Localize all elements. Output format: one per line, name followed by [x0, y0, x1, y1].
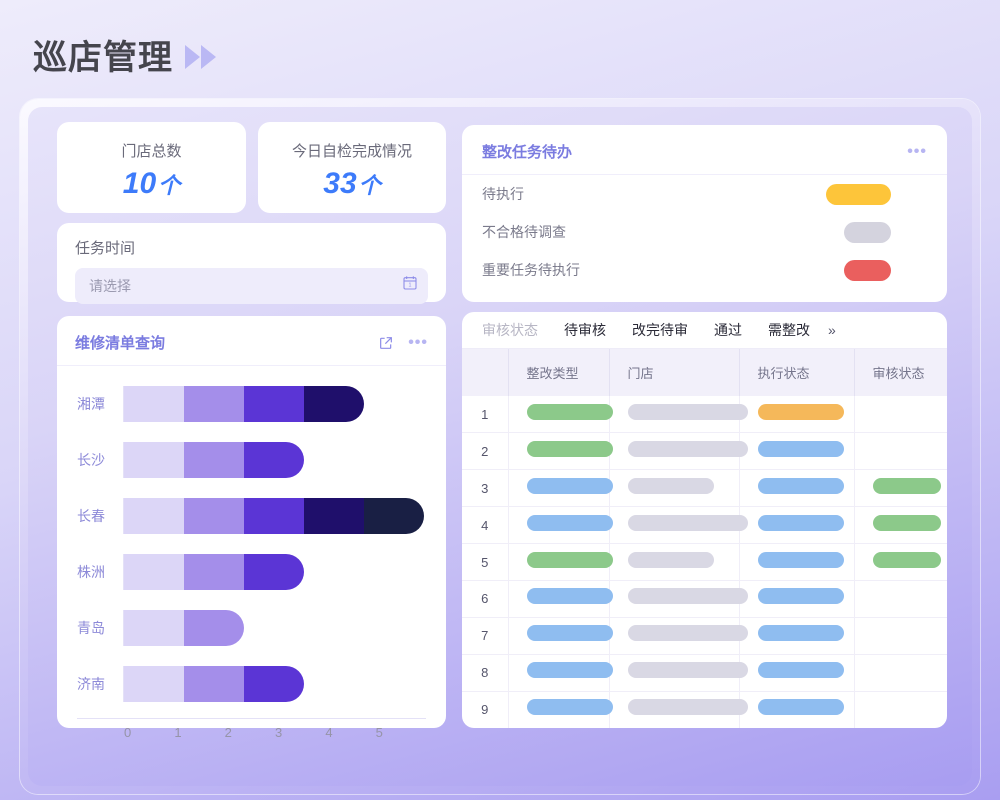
svg-text:1: 1	[409, 282, 412, 288]
